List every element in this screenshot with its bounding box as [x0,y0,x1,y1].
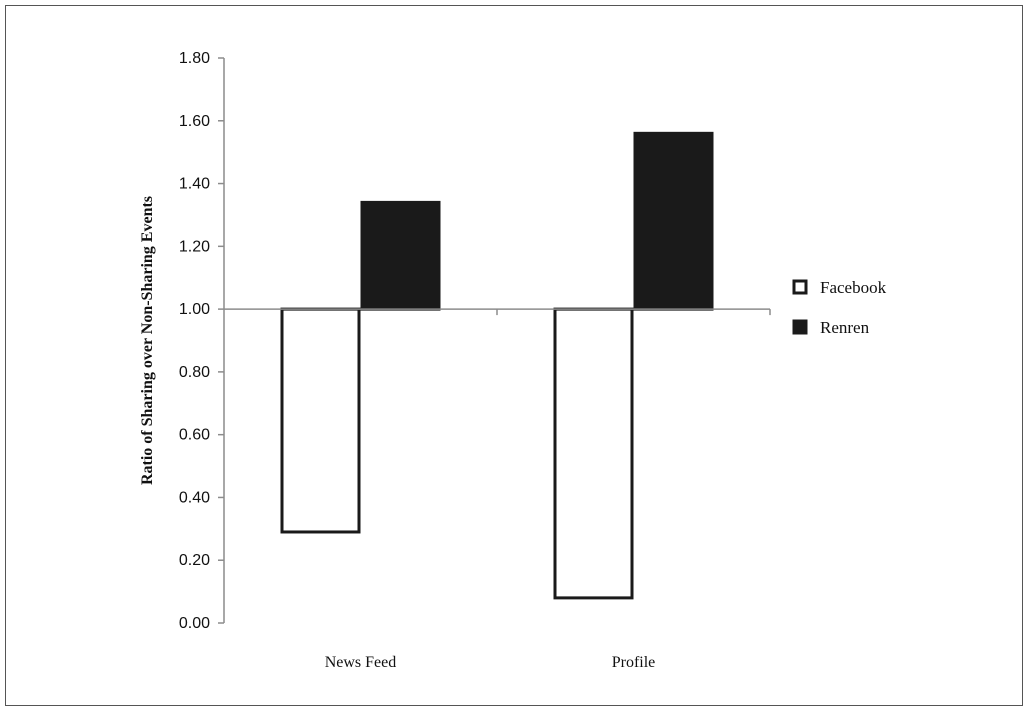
y-tick-label-2: 0.40 [179,489,210,506]
y-tick-label-7: 1.40 [179,176,210,193]
y-tick-label-0: 0.00 [179,615,210,632]
bar-facebook-1 [553,307,634,600]
y-tick-label-3: 0.60 [179,427,210,444]
bar-renren-0 [360,200,441,311]
chart-frame [5,5,1023,706]
category-label-0: News Feed [325,654,397,671]
legend-swatch-renren [792,319,808,335]
category-label-1: Profile [612,654,656,671]
legend-label-facebook: Facebook [820,278,887,297]
bar-renren-1 [633,131,714,311]
y-axis-title: Ratio of Sharing over Non-Sharing Events [139,196,156,485]
y-tick-label-6: 1.20 [179,238,210,255]
y-tick-label-1: 0.20 [179,552,210,569]
legend-swatch-facebook [792,279,808,295]
y-tick-label-9: 1.80 [179,50,210,67]
y-tick-label-4: 0.80 [179,364,210,381]
bar-facebook-0 [280,307,361,534]
y-tick-label-5: 1.00 [179,301,210,318]
y-tick-label-8: 1.60 [179,113,210,130]
legend-label-renren: Renren [820,318,870,337]
